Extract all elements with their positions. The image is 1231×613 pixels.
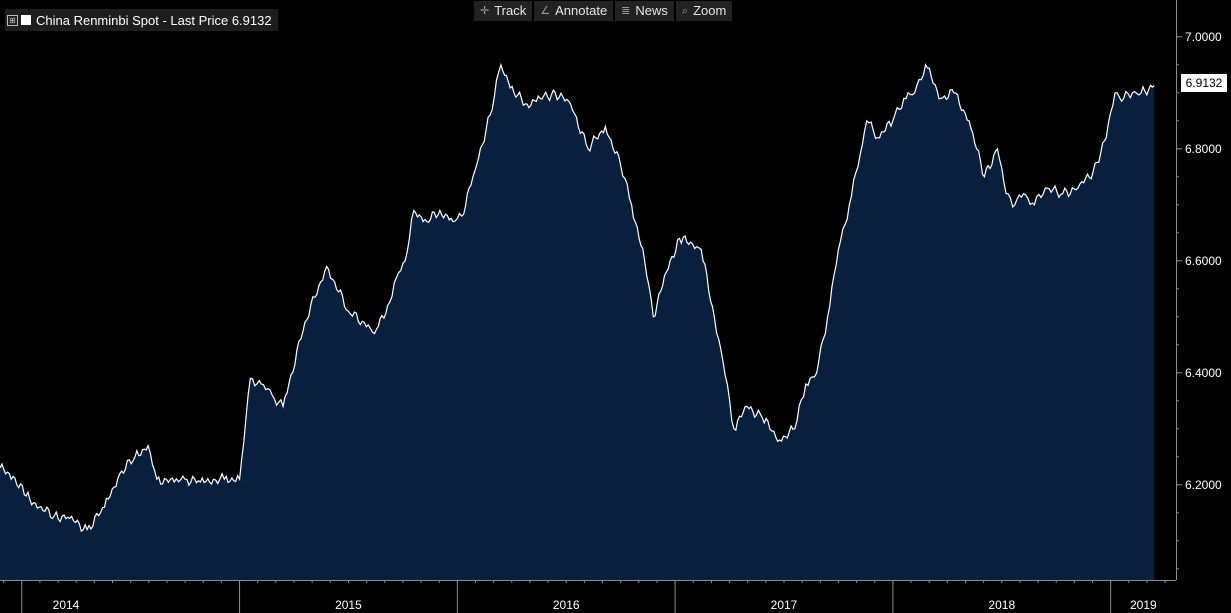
y-tick-label: 6.4000 xyxy=(1185,366,1222,380)
x-tick-label: 2015 xyxy=(335,598,362,612)
price-line xyxy=(0,62,1155,533)
track-label: Track xyxy=(494,3,527,18)
annotate-button[interactable]: ∠ Annotate xyxy=(534,1,614,21)
y-axis: 6.2000 6.4000 6.6000 6.8000 7.0000 xyxy=(1176,0,1222,580)
x-tick-label: 2019 xyxy=(1130,598,1157,612)
track-button[interactable]: ✛ Track xyxy=(474,1,533,21)
price-area-fill xyxy=(0,64,1155,581)
zoom-button[interactable]: ⌕ Zoom xyxy=(675,1,733,21)
crosshair-icon: ✛ xyxy=(480,5,490,17)
y-tick-label: 6.2000 xyxy=(1185,478,1222,492)
annotate-label: Annotate xyxy=(555,3,608,18)
x-tick-label: 2017 xyxy=(771,598,798,612)
y-tick-label: 7.0000 xyxy=(1185,30,1222,44)
series-legend[interactable]: ⊞ China Renminbi Spot - Last Price 6.913… xyxy=(5,9,278,31)
x-tick-label: 2018 xyxy=(988,598,1015,612)
series-legend-label: China Renminbi Spot - Last Price 6.9132 xyxy=(36,12,272,28)
news-label: News xyxy=(635,3,668,18)
last-price-badge: 6.9132 xyxy=(1181,74,1227,92)
zoom-label: Zoom xyxy=(693,3,727,18)
chart-toolbar: ✛ Track ∠ Annotate ≣ News ⌕ Zoom xyxy=(474,1,733,21)
x-axis: 2014 2015 2016 2017 2018 2019 xyxy=(0,580,1176,613)
expand-icon[interactable]: ⊞ xyxy=(7,14,18,26)
y-tick-label: 6.6000 xyxy=(1185,254,1222,268)
x-tick-label: 2016 xyxy=(553,598,580,612)
y-tick-label: 6.8000 xyxy=(1185,142,1222,156)
pen-icon: ∠ xyxy=(540,5,551,17)
news-button[interactable]: ≣ News xyxy=(615,1,674,21)
series-swatch xyxy=(21,15,31,25)
news-icon: ≣ xyxy=(621,5,631,17)
magnifier-icon: ⌕ xyxy=(681,5,689,17)
x-tick-label: 2014 xyxy=(53,598,80,612)
